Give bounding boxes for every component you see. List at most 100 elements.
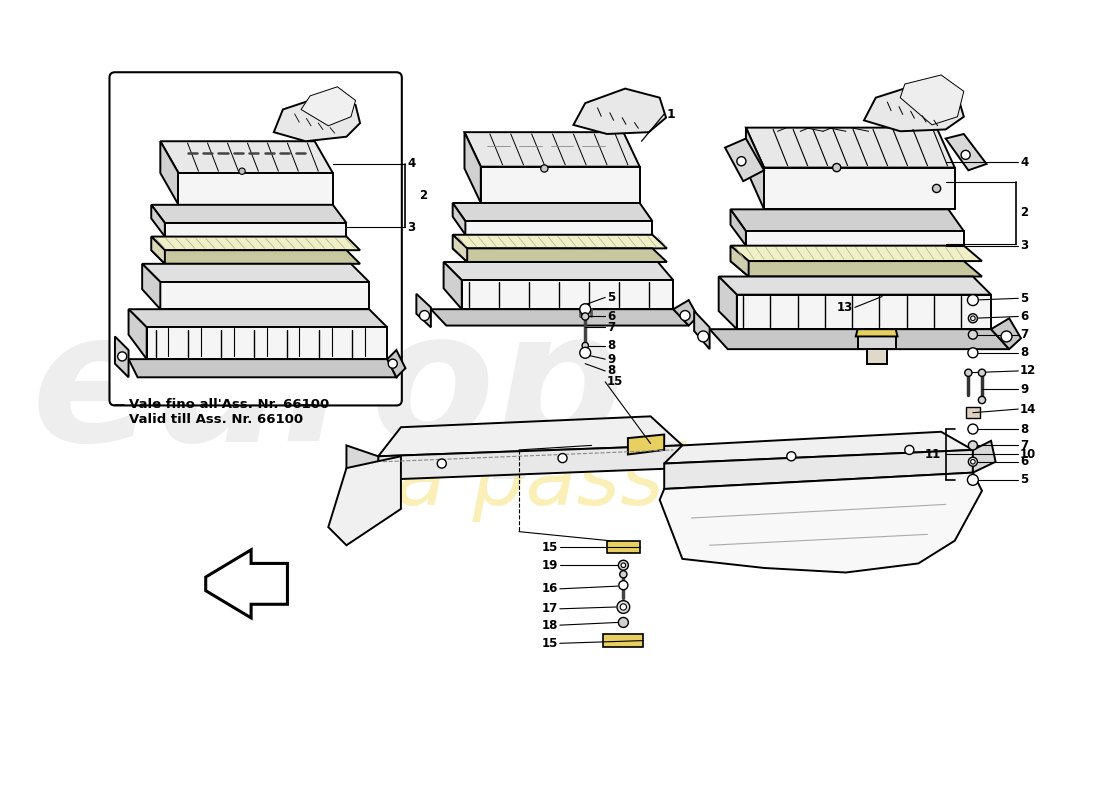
Text: 9: 9: [1020, 382, 1028, 396]
Circle shape: [621, 563, 626, 567]
Circle shape: [697, 331, 708, 342]
Circle shape: [388, 359, 397, 368]
Text: Vale fino all'Ass. Nr. 66100: Vale fino all'Ass. Nr. 66100: [129, 398, 329, 411]
Polygon shape: [464, 132, 481, 203]
Polygon shape: [718, 277, 737, 329]
Text: 9: 9: [607, 353, 615, 366]
Polygon shape: [328, 456, 400, 546]
Circle shape: [618, 560, 628, 570]
Circle shape: [1001, 331, 1012, 342]
Polygon shape: [660, 473, 982, 573]
Polygon shape: [746, 231, 964, 246]
Polygon shape: [607, 541, 640, 553]
Polygon shape: [378, 416, 682, 456]
Polygon shape: [142, 264, 370, 282]
Polygon shape: [417, 294, 431, 327]
Text: 8: 8: [607, 339, 615, 352]
Polygon shape: [465, 221, 652, 234]
Polygon shape: [129, 310, 146, 359]
Circle shape: [833, 163, 840, 172]
Circle shape: [118, 352, 127, 361]
Polygon shape: [673, 300, 697, 326]
Polygon shape: [443, 262, 462, 310]
Text: 19: 19: [541, 558, 558, 572]
Polygon shape: [730, 246, 982, 261]
Circle shape: [978, 396, 986, 404]
Polygon shape: [301, 86, 355, 126]
Circle shape: [968, 314, 978, 323]
Circle shape: [680, 310, 690, 321]
Text: 11: 11: [925, 448, 942, 461]
Text: 6: 6: [607, 310, 615, 323]
Text: a passion fo: a passion fo: [395, 442, 898, 522]
Polygon shape: [664, 432, 972, 463]
Text: 14: 14: [1020, 402, 1036, 415]
Polygon shape: [864, 84, 964, 131]
Circle shape: [933, 184, 940, 193]
Polygon shape: [346, 446, 378, 480]
Polygon shape: [151, 237, 165, 264]
Polygon shape: [481, 166, 640, 203]
Circle shape: [968, 424, 978, 434]
Polygon shape: [129, 310, 387, 327]
Polygon shape: [453, 234, 468, 262]
Polygon shape: [867, 349, 887, 364]
Polygon shape: [129, 359, 396, 378]
Text: 18: 18: [541, 618, 558, 632]
Text: 6: 6: [1020, 310, 1028, 323]
Text: 16: 16: [541, 582, 558, 595]
Polygon shape: [746, 128, 764, 210]
Circle shape: [617, 601, 629, 614]
Polygon shape: [972, 441, 996, 473]
Polygon shape: [151, 205, 165, 237]
Polygon shape: [737, 294, 991, 329]
Polygon shape: [378, 446, 682, 480]
Circle shape: [558, 454, 568, 462]
Polygon shape: [730, 210, 964, 231]
Text: 1: 1: [667, 107, 675, 121]
Polygon shape: [161, 142, 178, 205]
Polygon shape: [462, 280, 673, 310]
Polygon shape: [991, 318, 1021, 349]
Polygon shape: [966, 407, 980, 418]
Text: 4: 4: [407, 158, 416, 170]
Text: 7: 7: [1020, 439, 1028, 452]
Polygon shape: [431, 310, 689, 326]
Polygon shape: [710, 329, 1009, 349]
Circle shape: [580, 347, 591, 358]
Text: 17: 17: [541, 602, 558, 615]
Polygon shape: [664, 450, 972, 489]
Polygon shape: [730, 210, 746, 246]
Polygon shape: [165, 223, 346, 237]
Polygon shape: [453, 203, 465, 234]
Text: 8: 8: [607, 365, 615, 378]
Circle shape: [239, 168, 245, 174]
Circle shape: [786, 452, 796, 461]
Text: 6: 6: [1020, 455, 1028, 468]
Circle shape: [965, 369, 972, 376]
Circle shape: [620, 604, 627, 610]
Circle shape: [582, 313, 588, 320]
Circle shape: [967, 474, 978, 486]
Polygon shape: [387, 350, 406, 378]
Circle shape: [968, 457, 978, 466]
Text: 8: 8: [1020, 346, 1028, 359]
Polygon shape: [178, 173, 333, 205]
Text: 5: 5: [1020, 474, 1028, 486]
Text: europ: europ: [32, 303, 625, 479]
Polygon shape: [858, 334, 895, 349]
Polygon shape: [151, 250, 360, 264]
Text: 15: 15: [607, 375, 624, 388]
Circle shape: [968, 330, 978, 339]
Text: 12: 12: [1020, 365, 1036, 378]
Circle shape: [970, 316, 976, 321]
Polygon shape: [453, 203, 652, 221]
Text: 7: 7: [1020, 328, 1028, 341]
Text: 2: 2: [1020, 206, 1028, 219]
Text: 13: 13: [837, 301, 854, 314]
Polygon shape: [274, 96, 360, 142]
Text: 10: 10: [1020, 448, 1036, 461]
Text: 5: 5: [1020, 292, 1028, 305]
Circle shape: [437, 459, 447, 468]
Text: 3: 3: [1020, 239, 1028, 252]
